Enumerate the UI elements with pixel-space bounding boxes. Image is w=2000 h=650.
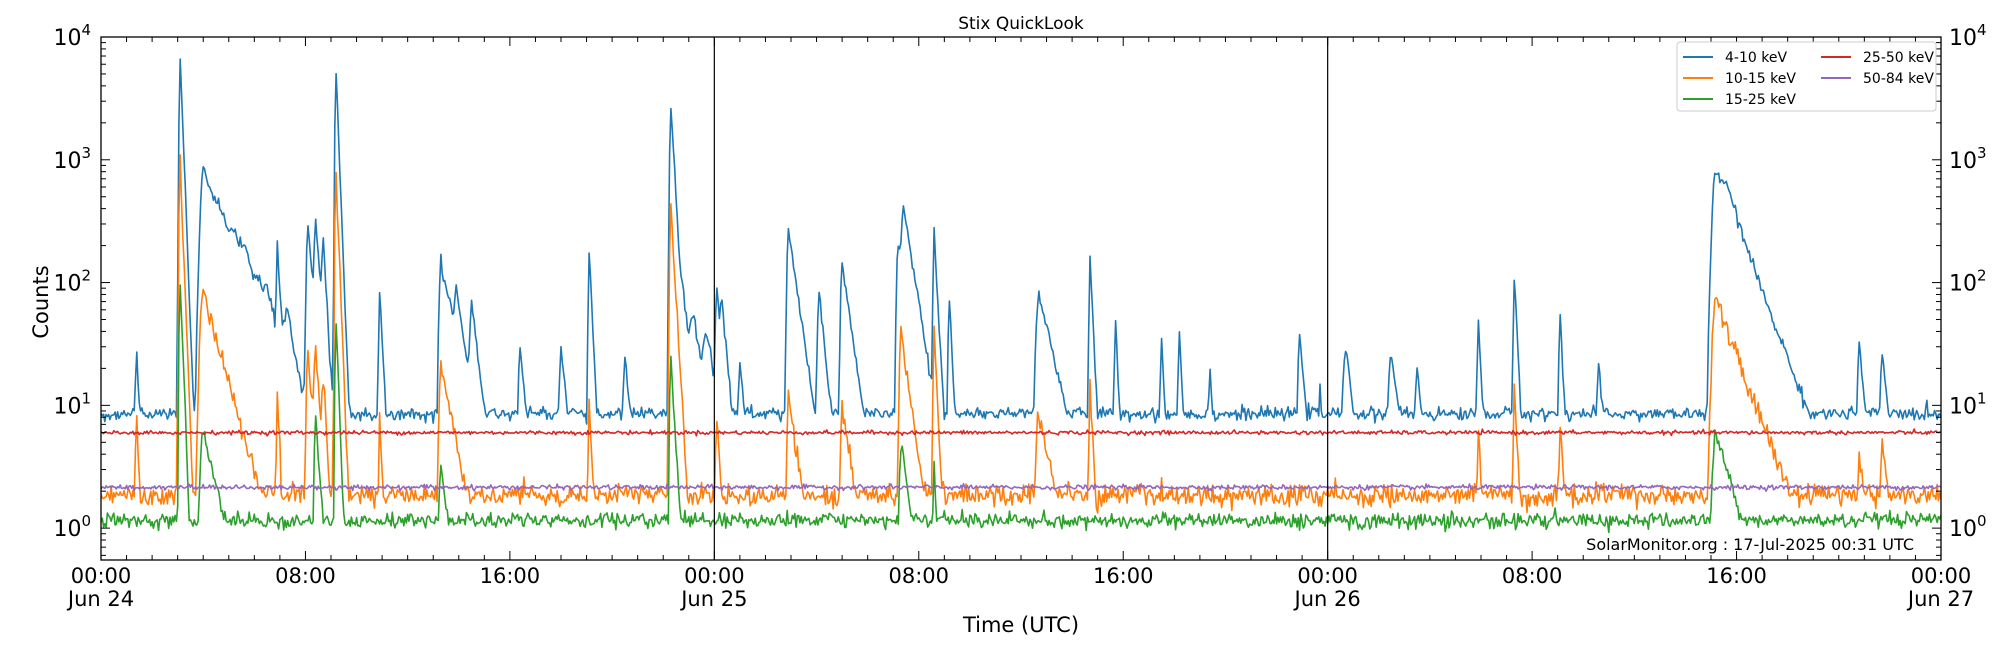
series-15-25-kev [101,284,1941,534]
x-tick-label: 08:00 [889,564,950,588]
legend-label: 15-25 keV [1725,92,1796,108]
series-line [101,428,1941,437]
series-line [101,482,1941,493]
x-axis-label: Time (UTC) [962,613,1079,637]
y-axis-label: Counts [29,265,53,338]
legend-item: 50-84 keV [1821,71,1934,87]
series-50-84-kev [101,482,1941,493]
chart-title: Stix QuickLook [958,14,1084,34]
y-tick-label-right: 104 [1949,21,1987,51]
x-tick-label: 08:00 [1502,564,1563,588]
x-tick-label: 16:00 [480,564,541,588]
legend-label: 25-50 keV [1863,50,1934,66]
legend-item: 10-15 keV [1683,71,1796,87]
y-tick-label-left: 100 [53,512,91,542]
legend-item: 25-50 keV [1821,50,1934,66]
y-tick-label-left: 104 [53,21,91,51]
legend-item: 4-10 keV [1683,50,1787,66]
x-tick-sublabel: Jun 27 [1906,587,1974,611]
plot-area [101,58,1941,534]
x-tick-label: 00:00 [71,564,132,588]
x-tick-sublabel: Jun 26 [1293,587,1361,611]
series-25-50-kev [101,428,1941,437]
legend-label: 10-15 keV [1725,71,1796,87]
y-tick-label-left: 102 [53,267,91,297]
series-line [101,58,1941,425]
x-tick-sublabel: Jun 24 [66,587,134,611]
x-tick-label: 16:00 [1706,564,1767,588]
x-tick-label: 16:00 [1093,564,1154,588]
series-4-10-kev [101,58,1941,425]
x-tick-label: 00:00 [1297,564,1358,588]
y-tick-label-left: 101 [53,389,91,419]
series-line [101,154,1941,514]
x-tick-label: 00:00 [1911,564,1972,588]
y-tick-label-right: 100 [1949,512,1987,542]
x-tick-label: 08:00 [275,564,336,588]
annotation-text: SolarMonitor.org : 17-Jul-2025 00:31 UTC [1586,535,1914,554]
y-tick-label-left: 103 [53,144,91,174]
plot-frame [100,36,1942,561]
legend-label: 4-10 keV [1725,50,1787,66]
legend-label: 50-84 keV [1863,71,1934,87]
legend-box [1676,41,1937,112]
x-tick-label: 00:00 [684,564,745,588]
y-tick-label-right: 102 [1949,267,1987,297]
x-tick-sublabel: Jun 25 [679,587,747,611]
y-tick-label-right: 103 [1949,144,1987,174]
legend: 4-10 keV 10-15 keV 15-25 keV 25-50 keV 50-84… [1676,41,1937,112]
legend-item: 15-25 keV [1683,92,1796,108]
y-tick-label-right: 101 [1949,389,1987,419]
series-line [101,284,1941,534]
series-10-15-kev [101,154,1941,514]
